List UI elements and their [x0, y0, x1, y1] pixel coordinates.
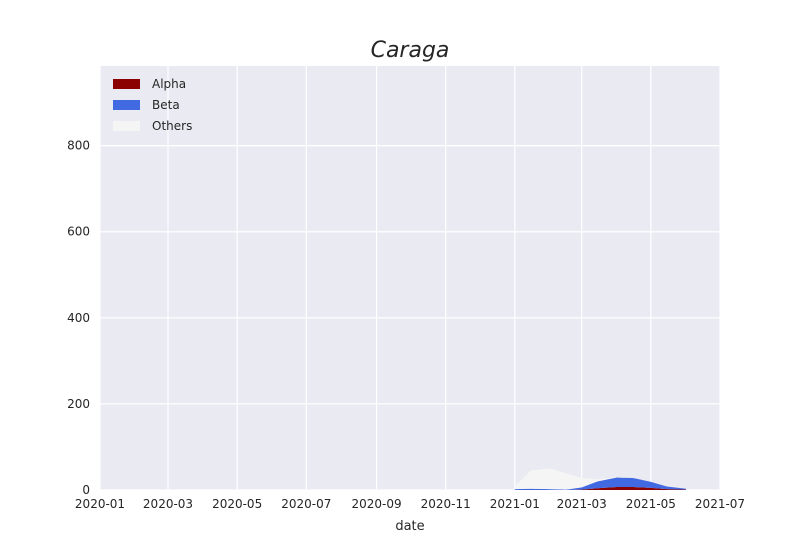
y-tick-label: 600: [67, 225, 90, 239]
legend-label-others: Others: [152, 119, 192, 133]
x-tick-label: 2020-05: [212, 497, 262, 511]
legend-swatch-alpha: [113, 79, 140, 89]
y-tick-label: 200: [67, 397, 90, 411]
x-tick-label: 2020-01: [75, 497, 125, 511]
x-tick-label: 2021-07: [695, 497, 745, 511]
x-tick-label: 2020-09: [351, 497, 401, 511]
x-tick-label: 2020-03: [143, 497, 193, 511]
x-axis-ticks: 2020-01 2020-03 2020-05 2020-07 2020-09 2020-…: [75, 497, 745, 511]
y-tick-label: 0: [82, 483, 90, 497]
area-others: [514, 468, 686, 490]
plot-background: [100, 66, 720, 490]
y-tick-label: 800: [67, 139, 90, 153]
legend: Alpha Beta Others: [113, 77, 192, 133]
legend-swatch-beta: [113, 100, 140, 110]
legend-label-alpha: Alpha: [152, 77, 186, 91]
x-tick-label: 2021-01: [490, 497, 540, 511]
x-tick-label: 2020-11: [421, 497, 471, 511]
grid-lines: [99, 66, 721, 491]
area-beta: [514, 477, 686, 490]
chart-title: Caraga: [371, 38, 450, 63]
x-axis-label: date: [395, 519, 424, 534]
x-tick-label: 2020-07: [281, 497, 331, 511]
y-axis-ticks: 0 200 400 600 800: [67, 139, 90, 497]
legend-swatch-others: [113, 121, 140, 131]
area-series: [514, 468, 686, 490]
legend-label-beta: Beta: [152, 98, 180, 112]
y-tick-label: 400: [67, 311, 90, 325]
x-tick-label: 2021-05: [626, 497, 676, 511]
x-tick-label: 2021-03: [557, 497, 607, 511]
area-alpha: [514, 486, 686, 490]
